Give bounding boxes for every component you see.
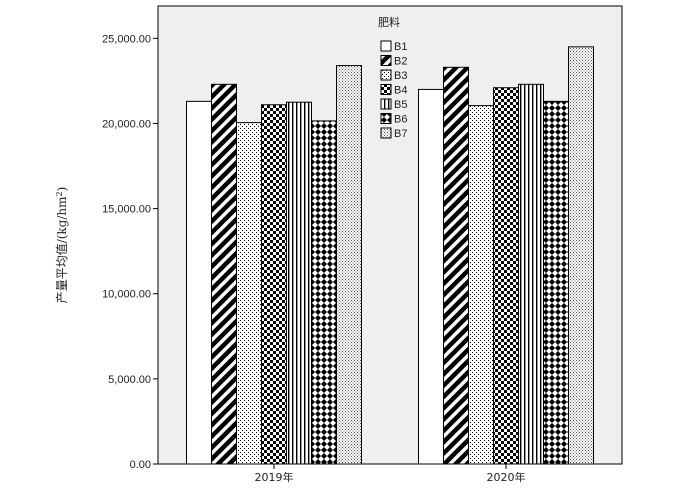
legend-label: B5 [394,99,407,111]
y-axis: 0.00 5,000.00 10,000.00 15,000.00 20,000.00 2… [102,33,158,471]
legend-swatch [380,98,392,110]
y-tick-label: 10,000.00 [102,289,151,301]
bar-b4-2 [493,87,519,465]
bar-b5-2 [518,83,544,465]
y-tick-label: 0.00 [130,459,151,471]
y-tick-label: 5,000.00 [108,374,151,386]
legend-label: B2 [394,56,407,68]
bar-b1-1 [186,100,212,465]
bar-b3-1 [236,122,262,465]
legend-title: 肥料 [378,15,400,29]
y-tick-label: 20,000.00 [102,118,151,130]
x-axis: 2019年 2020年 [255,464,526,484]
legend-swatch [380,40,392,52]
x-tick-label: 2019年 [255,470,294,484]
legend-label: B1 [394,41,407,53]
bar-b6-1 [311,120,337,465]
bar-b1-2 [418,88,444,465]
y-axis-title-superscript: 2 [55,191,64,196]
bar-b5-1 [286,101,312,465]
bar-b2-2 [443,66,469,465]
bar-b6-2 [543,100,569,465]
bar-b2-1 [211,83,237,465]
bar-b3-2 [468,105,494,465]
bar-b4-1 [261,104,287,465]
legend-swatch [380,69,392,81]
legend-label: B7 [394,128,407,140]
legend-swatch [380,84,392,95]
legend-label: B6 [394,114,407,126]
bar-b7-2 [568,46,594,465]
y-axis-title: 产量平均值/(kg/hm2) [54,187,69,304]
legend-swatch [380,127,392,139]
legend-swatch [380,55,392,66]
bar-b7-1 [336,65,362,465]
legend: 肥料 B1 B2 B3 B4 B5 B6 B7 [378,15,407,140]
legend-label: B4 [394,85,407,97]
x-tick-label: 2020年 [487,470,526,484]
y-axis-title-main: 产量平均值/(kg/hm [54,196,69,303]
legend-label: B3 [394,70,407,82]
y-axis-title-close: ) [55,187,69,192]
y-tick-label: 25,000.00 [102,33,151,45]
legend-swatch [380,113,392,124]
y-tick-label: 15,000.00 [102,204,151,216]
bars [186,46,594,465]
